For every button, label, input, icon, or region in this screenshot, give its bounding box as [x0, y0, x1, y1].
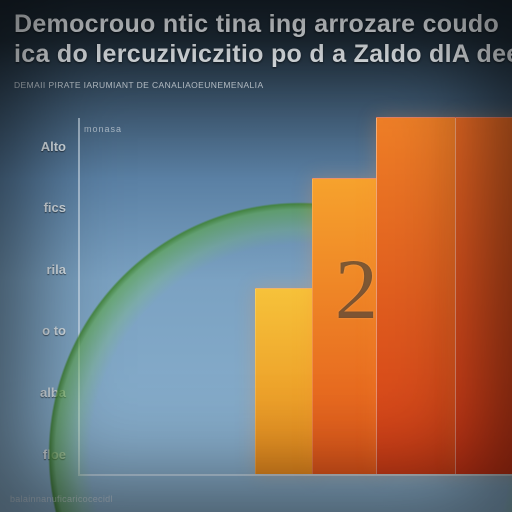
- y-axis-labels: Alto fics rila o to alba floe: [10, 118, 70, 476]
- footer-caption: balainnanuficaricocecidl: [10, 494, 113, 504]
- title-line-1: Democrouo ntic tina ing arrozare coudo: [14, 10, 512, 40]
- title-line-2: ica do lercuziviczitio po d a Zaldo dlA …: [14, 40, 512, 70]
- plot-area: 2: [78, 118, 512, 476]
- bars-layer: [80, 118, 512, 474]
- bar: [255, 288, 314, 474]
- y-axis-label: alba: [10, 385, 66, 400]
- y-axis-label: Alto: [10, 139, 66, 154]
- y-axis-label: o to: [10, 323, 66, 338]
- bar: [312, 178, 378, 474]
- chart-subtitle: DEMAII PIRATE IARUMIANT DE CANALIAOEUNEM…: [14, 80, 264, 90]
- chart-title: Democrouo ntic tina ing arrozare coudo i…: [14, 10, 512, 69]
- chart-card: Democrouo ntic tina ing arrozare coudo i…: [0, 0, 512, 512]
- y-axis-label: floe: [10, 447, 66, 462]
- bar: [376, 117, 457, 474]
- y-axis-label: fics: [10, 200, 66, 215]
- bar: [455, 117, 512, 474]
- y-axis-label: rila: [10, 262, 66, 277]
- vertical-gridline: [376, 118, 377, 474]
- vertical-gridline: [455, 118, 456, 474]
